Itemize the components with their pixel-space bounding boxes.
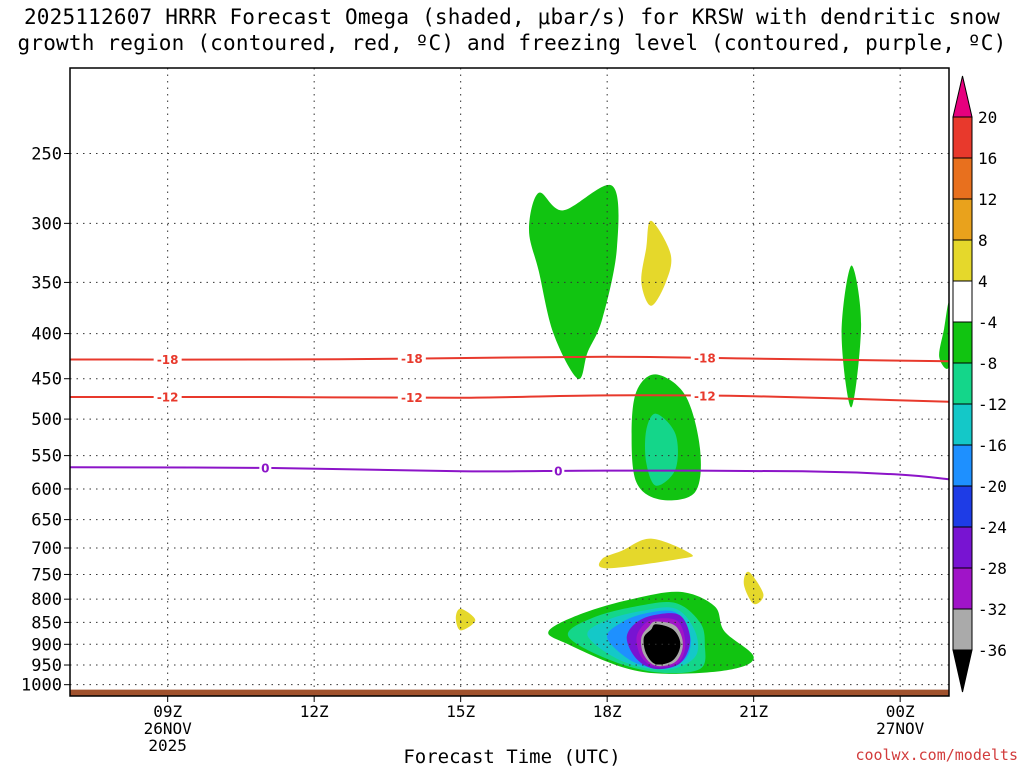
x-tick-label: 12Z	[300, 702, 329, 721]
surface-layer	[70, 689, 949, 696]
colorbar-tick-label: 12	[978, 190, 997, 209]
y-tick-label: 550	[31, 447, 62, 467]
omega-area-8	[455, 608, 476, 631]
colorbar-tick-label: -8	[978, 354, 997, 373]
isotherm-line-0	[70, 466, 949, 481]
colorbar-segment	[952, 362, 973, 405]
chart-title-line1: 2025112607 HRRR Forecast Omega (shaded, …	[23, 5, 1001, 29]
y-tick-label: 750	[31, 565, 62, 585]
colorbar-tick-label: -28	[978, 559, 1007, 578]
chart-title: 2025112607 HRRR Forecast Omega (shaded, …	[0, 4, 1024, 56]
colorbar-segment	[952, 321, 973, 364]
surface-terrain	[70, 689, 949, 696]
y-tick-label: 300	[31, 214, 62, 234]
y-axis: 2503003504004505005506006507007508008509…	[21, 144, 70, 696]
colorbar-segment	[952, 608, 973, 651]
isotherm-label: -12	[694, 389, 716, 403]
omega-area-6	[598, 538, 693, 569]
x-tick-label: 27NOV	[876, 719, 925, 738]
omega-area-2	[841, 265, 862, 408]
isotherm-label: -12	[401, 391, 423, 405]
isotherm-line--18	[70, 355, 949, 363]
isotherm-label: -12	[157, 391, 179, 405]
colorbar-tick-label: -16	[978, 436, 1007, 455]
y-tick-label: 950	[31, 656, 62, 676]
isotherm-label-bg	[690, 351, 719, 366]
colorbar-segment	[952, 116, 973, 159]
omega-shading-layer	[455, 184, 949, 674]
y-tick-label: 1000	[21, 676, 62, 696]
x-tick-label: 09Z	[153, 702, 182, 721]
x-tick-label: 18Z	[593, 702, 622, 721]
isotherm-label-bg	[397, 351, 426, 366]
colorbar-segment	[952, 444, 973, 487]
chart-title-line2: growth region (contoured, red, ºC) and f…	[17, 31, 1007, 55]
isotherm-label-bg	[259, 460, 272, 475]
x-tick-label: 2025	[148, 736, 187, 755]
y-tick-label: 500	[31, 410, 62, 430]
y-tick-label: 350	[31, 273, 62, 293]
isotherm-label-bg	[552, 463, 565, 478]
colorbar-segment	[952, 526, 973, 569]
isotherm-label: -18	[401, 352, 423, 366]
x-tick-label: 00Z	[886, 702, 915, 721]
colorbar-bottom-arrow	[952, 649, 973, 693]
colorbar: 20 16 12 8 4 -4 -8 -12 -16 -20 -24 -28 -32 -36	[952, 75, 1007, 693]
colorbar-segment	[952, 239, 973, 282]
isotherm-label: -18	[157, 353, 179, 367]
x-tick-label: 26NOV	[144, 719, 193, 738]
y-tick-label: 650	[31, 511, 62, 531]
y-tick-label: 400	[31, 325, 62, 345]
colorbar-tick-label: -24	[978, 518, 1007, 537]
omega-area-5	[645, 413, 678, 486]
isotherm-line--12	[70, 394, 949, 403]
watermark: coolwx.com/modelts	[855, 746, 1018, 764]
isotherm-label-bg	[690, 388, 719, 403]
omega-area-7	[743, 571, 764, 605]
omega-area-1	[641, 220, 672, 306]
y-tick-label: 800	[31, 590, 62, 610]
isotherm-label: -18	[694, 352, 716, 366]
colorbar-tick-label: -4	[978, 313, 997, 332]
omega-area-3	[939, 302, 949, 369]
isotherm-label-bg	[153, 390, 182, 405]
y-tick-label: 250	[31, 144, 62, 164]
colorbar-tick-label: 4	[978, 272, 988, 291]
x-tick-label: 21Z	[739, 702, 768, 721]
isotherm-label: 0	[261, 461, 269, 475]
colorbar-tick-label: 8	[978, 231, 988, 250]
colorbar-tick-label: -36	[978, 641, 1007, 660]
colorbar-tick-label: -32	[978, 600, 1007, 619]
isotherm-label-bg	[153, 352, 182, 367]
colorbar-segment	[952, 198, 973, 241]
y-tick-label: 700	[31, 539, 62, 559]
y-tick-label: 450	[31, 370, 62, 390]
colorbar-segment	[952, 485, 973, 528]
x-tick-label: 15Z	[446, 702, 475, 721]
colorbar-segment	[952, 403, 973, 446]
colorbar-tick-label: 20	[978, 108, 997, 127]
plot-frame	[69, 67, 950, 697]
isotherm-layer: -18 -18 -18 -12 -12 -12 0 0	[70, 351, 949, 481]
colorbar-segment	[952, 567, 973, 610]
colorbar-tick-label: -20	[978, 477, 1007, 496]
isotherm-label-bg	[397, 390, 426, 405]
y-tick-label: 850	[31, 613, 62, 633]
colorbar-top-arrow	[952, 75, 973, 118]
grid-layer	[70, 68, 949, 696]
y-tick-label: 600	[31, 480, 62, 500]
isotherm-label: 0	[554, 464, 562, 478]
colorbar-tick-label: 16	[978, 149, 997, 168]
omega-area-0	[529, 184, 619, 380]
colorbar-segment	[952, 280, 973, 323]
x-axis-label: Forecast Time (UTC)	[403, 746, 621, 768]
colorbar-segment	[952, 157, 973, 200]
colorbar-tick-label: -12	[978, 395, 1007, 414]
y-tick-label: 900	[31, 635, 62, 655]
